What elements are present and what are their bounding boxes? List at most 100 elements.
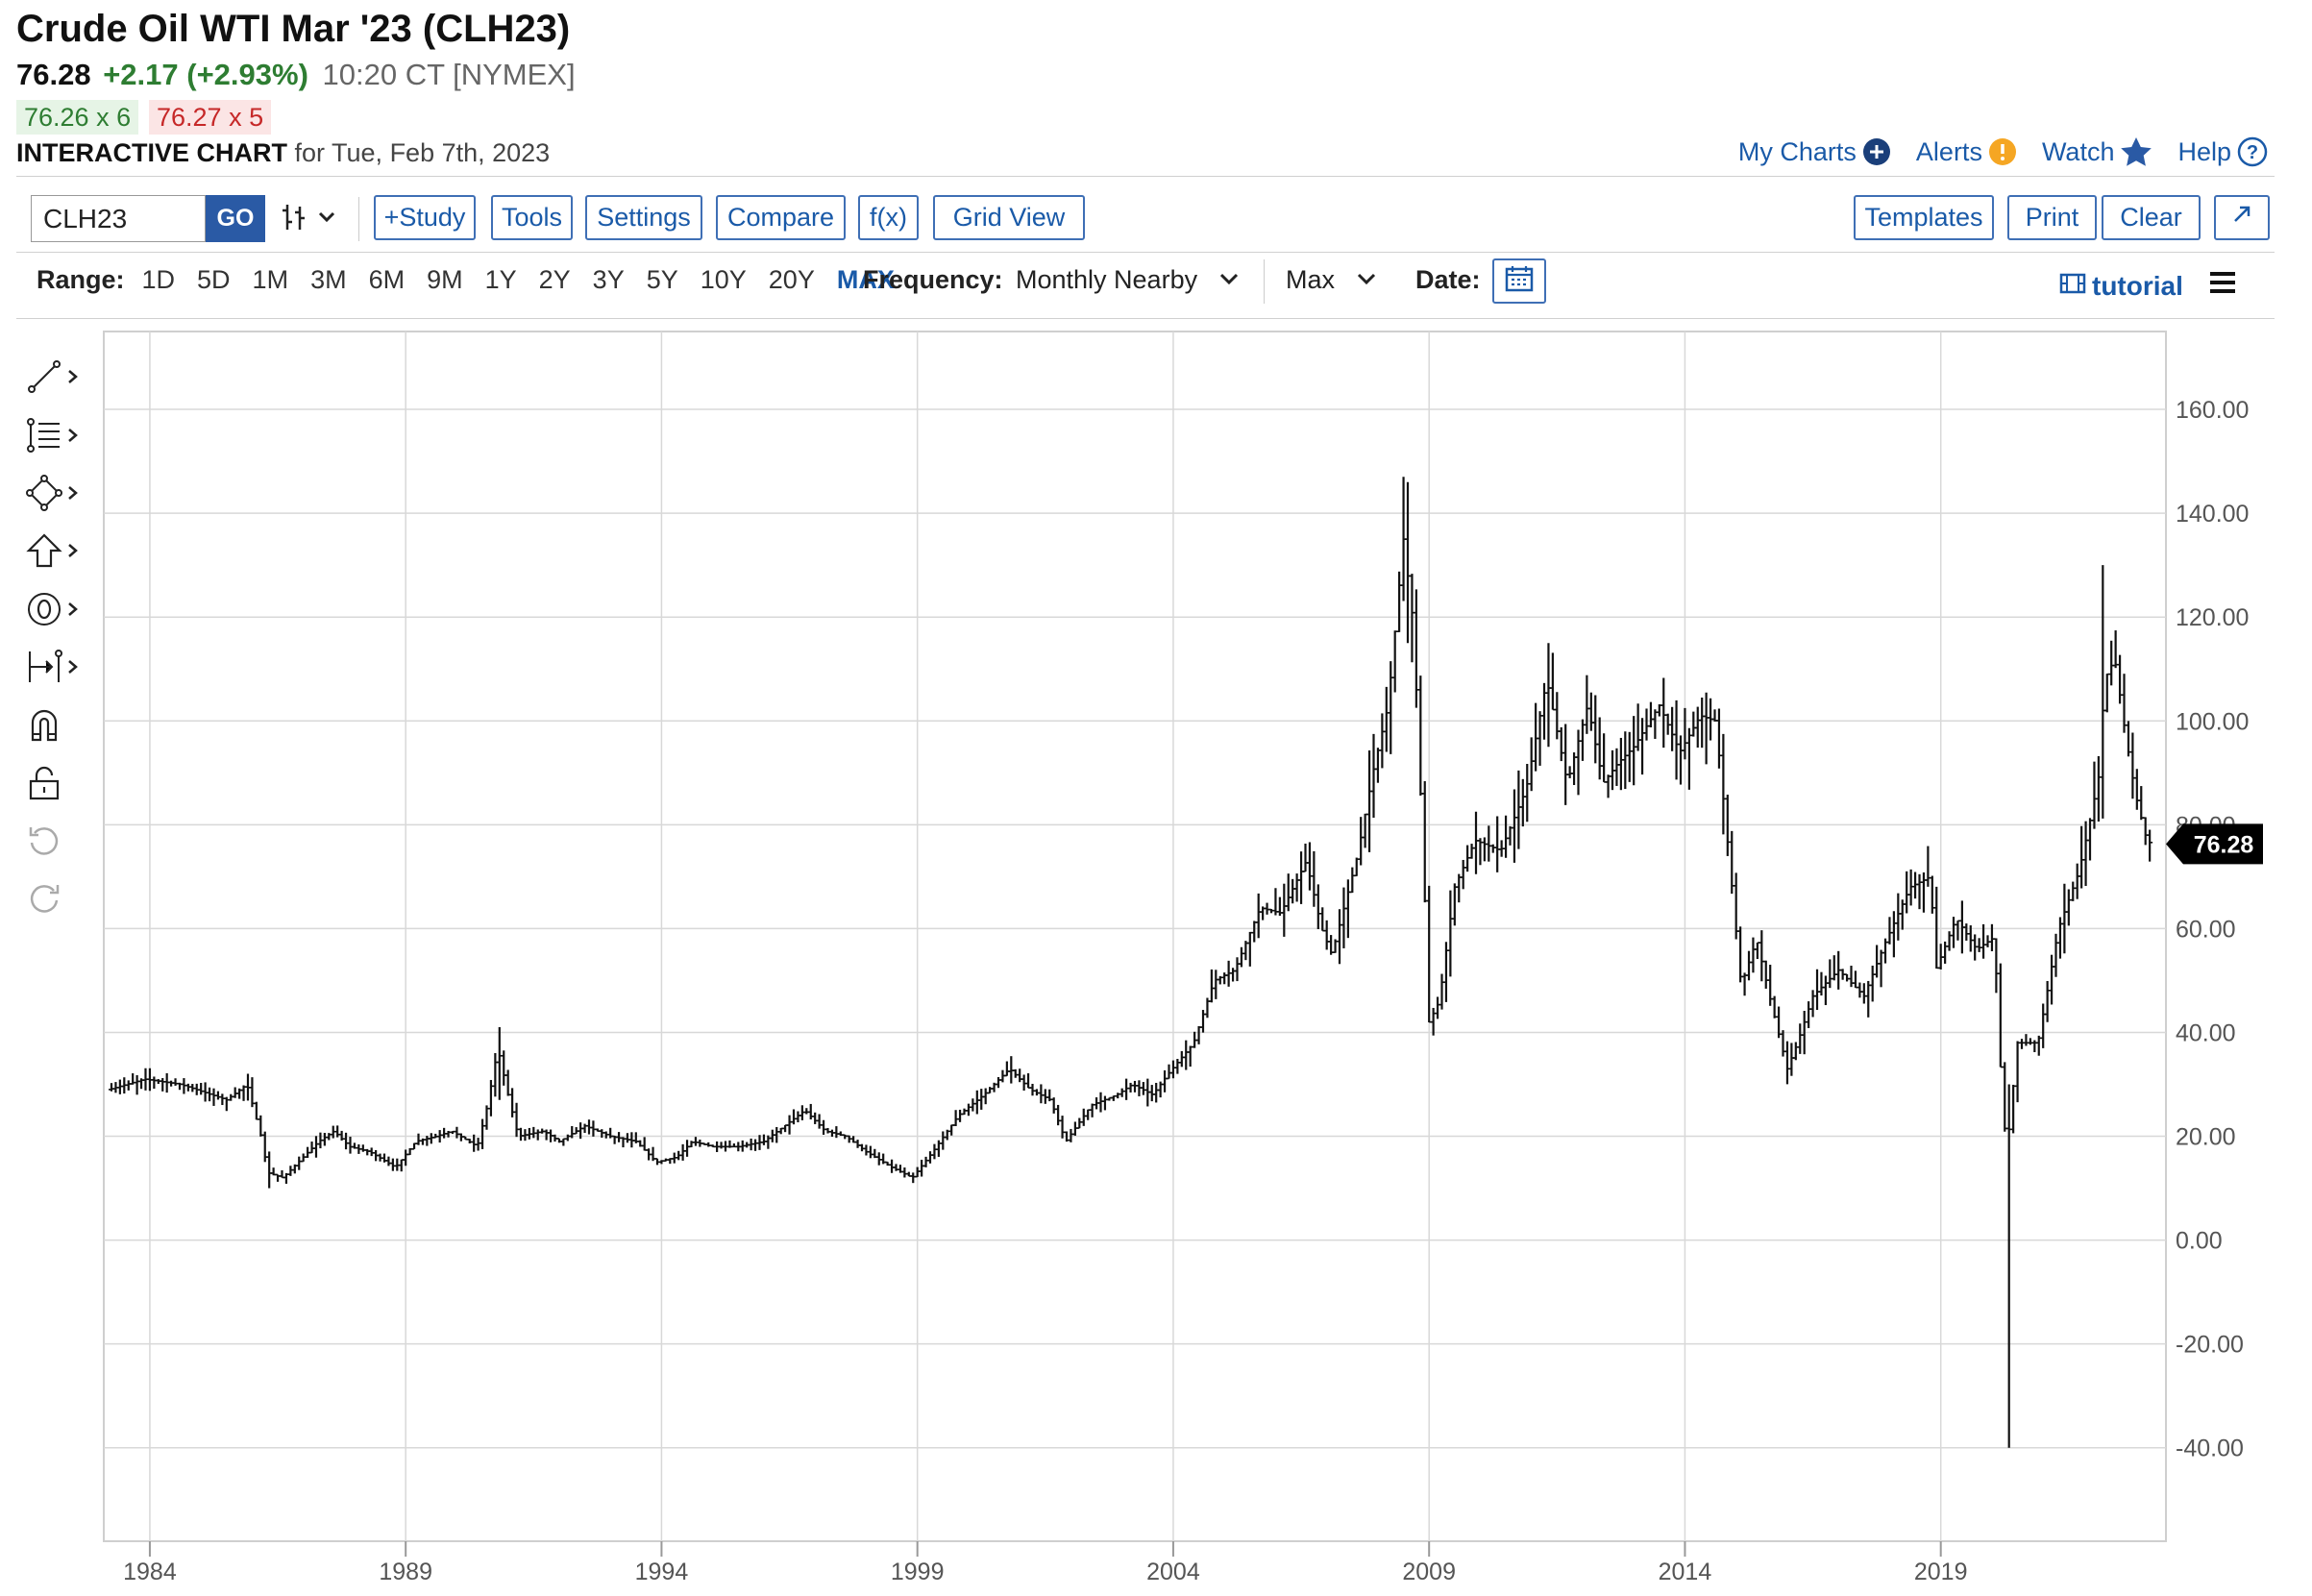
fibonacci-tool-icon (25, 416, 63, 459)
fibonacci-tool-button[interactable] (25, 416, 102, 458)
chevron-down-icon[interactable] (1218, 271, 1240, 291)
shapes-tool-button[interactable] (25, 474, 102, 516)
plot-frame (103, 331, 2167, 1542)
last-price: 76.28 (16, 58, 91, 91)
alerts-link[interactable]: Alerts (1916, 136, 2017, 167)
toolbar-separator (358, 197, 359, 241)
lock-icon (25, 764, 63, 807)
range-6m[interactable]: 6M (368, 265, 406, 294)
templates-button[interactable]: Templates (1854, 195, 1994, 240)
fullscreen-button[interactable] (2214, 195, 2270, 240)
grid-view-button[interactable]: Grid View (933, 195, 1085, 240)
frequency-label: Frequency: (863, 265, 1003, 294)
magnet-button[interactable] (25, 705, 102, 748)
line-tool-button[interactable] (25, 357, 102, 400)
star-icon (2120, 136, 2152, 167)
range-10y[interactable]: 10Y (700, 265, 747, 294)
y-tick-label: 0.00 (2176, 1228, 2223, 1255)
range-5d[interactable]: 5D (197, 265, 231, 294)
frequency-select[interactable]: Monthly Nearby (1016, 265, 1198, 294)
fx-button[interactable]: f(x) (858, 195, 919, 240)
x-tick-label: 1999 (891, 1559, 945, 1585)
hamburger-icon (2208, 272, 2237, 299)
help-icon: ? (2237, 136, 2268, 167)
quote-line: 76.28 +2.17 (+2.93%) 10:20 CT [NYMEX] (16, 58, 576, 92)
magnet-icon (25, 705, 63, 749)
shapes-tool-icon (25, 474, 63, 517)
x-tick-label: 2014 (1659, 1559, 1712, 1585)
y-tick-label: 140.00 (2176, 501, 2249, 528)
range-3m[interactable]: 3M (310, 265, 347, 294)
ask-badge: 76.27 x 5 (149, 100, 272, 135)
range-2y[interactable]: 2Y (538, 265, 571, 294)
compare-button[interactable]: Compare (716, 195, 846, 240)
x-tick-label: 1994 (635, 1559, 689, 1585)
bar-type-dropdown[interactable] (279, 197, 336, 241)
x-tick-label: 1984 (123, 1559, 177, 1585)
my-charts-label: My Charts (1737, 136, 1857, 166)
date-picker-button[interactable] (1492, 258, 1546, 304)
header-divider (16, 176, 2275, 177)
chevron-right-icon (63, 483, 83, 507)
clear-button[interactable]: Clear (2102, 195, 2201, 240)
range-divider (16, 318, 2275, 319)
range-9m[interactable]: 9M (427, 265, 463, 294)
y-tick-label: 40.00 (2176, 1019, 2236, 1046)
help-link[interactable]: Help ? (2177, 136, 2268, 167)
y-tick-label: 100.00 (2176, 708, 2249, 735)
chevron-down-icon[interactable] (1356, 271, 1377, 291)
study-button[interactable]: +Study (374, 195, 476, 240)
go-button[interactable]: GO (206, 195, 265, 242)
x-tick-label: 2009 (1402, 1559, 1456, 1585)
plus-circle-icon (1862, 137, 1891, 166)
chart-svg[interactable]: 160.00140.00120.00100.0080.0060.0040.002… (0, 323, 2312, 1591)
symbol-input[interactable] (31, 195, 206, 242)
range-1m[interactable]: 1M (252, 265, 289, 294)
arrow-tool-button[interactable] (25, 531, 102, 574)
arrow-tool-icon (25, 531, 63, 575)
interactive-chart-heading: INTERACTIVE CHART for Tue, Feb 7th, 2023 (16, 138, 550, 168)
range-3y[interactable]: 3Y (592, 265, 625, 294)
annotation-tool-button[interactable] (25, 590, 102, 632)
price-change: +2.17 (+2.93%) (103, 58, 308, 91)
quote-time: 10:20 CT [NYMEX] (322, 58, 576, 91)
alert-icon (1988, 137, 2017, 166)
range-1y[interactable]: 1Y (484, 265, 517, 294)
range-selector: Range: 1D 5D 1M 3M 6M 9M 1Y 2Y 3Y 5Y 10Y… (37, 265, 917, 295)
max-select[interactable]: Max (1286, 265, 1336, 294)
lock-button[interactable] (25, 764, 102, 806)
range-20y[interactable]: 20Y (768, 265, 815, 294)
range-1d[interactable]: 1D (141, 265, 176, 294)
toolbar-divider (16, 252, 2275, 253)
tutorial-label: tutorial (2092, 271, 2183, 301)
y-tick-label: -20.00 (2176, 1332, 2244, 1359)
menu-button[interactable] (2208, 270, 2237, 300)
x-tick-label: 2019 (1914, 1559, 1968, 1585)
line-tool-icon (25, 357, 63, 401)
chevron-right-icon (63, 541, 83, 565)
range-separator (1264, 259, 1265, 304)
range-5y[interactable]: 5Y (646, 265, 678, 294)
chevron-right-icon (63, 657, 83, 681)
interactive-date: for Tue, Feb 7th, 2023 (294, 138, 551, 167)
measure-tool-button[interactable] (25, 648, 102, 690)
price-chart[interactable]: 160.00140.00120.00100.0080.0060.0040.002… (0, 323, 2312, 1596)
tools-button[interactable]: Tools (491, 195, 573, 240)
redo-button[interactable] (25, 879, 102, 921)
ohlc-bars-icon (279, 201, 311, 238)
y-tick-label: 120.00 (2176, 604, 2249, 631)
print-button[interactable]: Print (2007, 195, 2097, 240)
my-charts-link[interactable]: My Charts (1738, 136, 1891, 167)
undo-button[interactable] (25, 822, 102, 864)
chevron-right-icon (63, 367, 83, 391)
y-tick-label: -40.00 (2176, 1436, 2244, 1462)
watch-link[interactable]: Watch (2042, 136, 2153, 167)
y-tick-label: 160.00 (2176, 397, 2249, 424)
settings-button[interactable]: Settings (585, 195, 702, 240)
expand-icon (2229, 202, 2254, 233)
help-label: Help (2177, 136, 2231, 166)
chevron-right-icon (63, 600, 83, 624)
range-label: Range: (37, 265, 125, 294)
range-max[interactable]: MAX (836, 265, 895, 294)
tutorial-link[interactable]: tutorial (2059, 271, 2183, 302)
